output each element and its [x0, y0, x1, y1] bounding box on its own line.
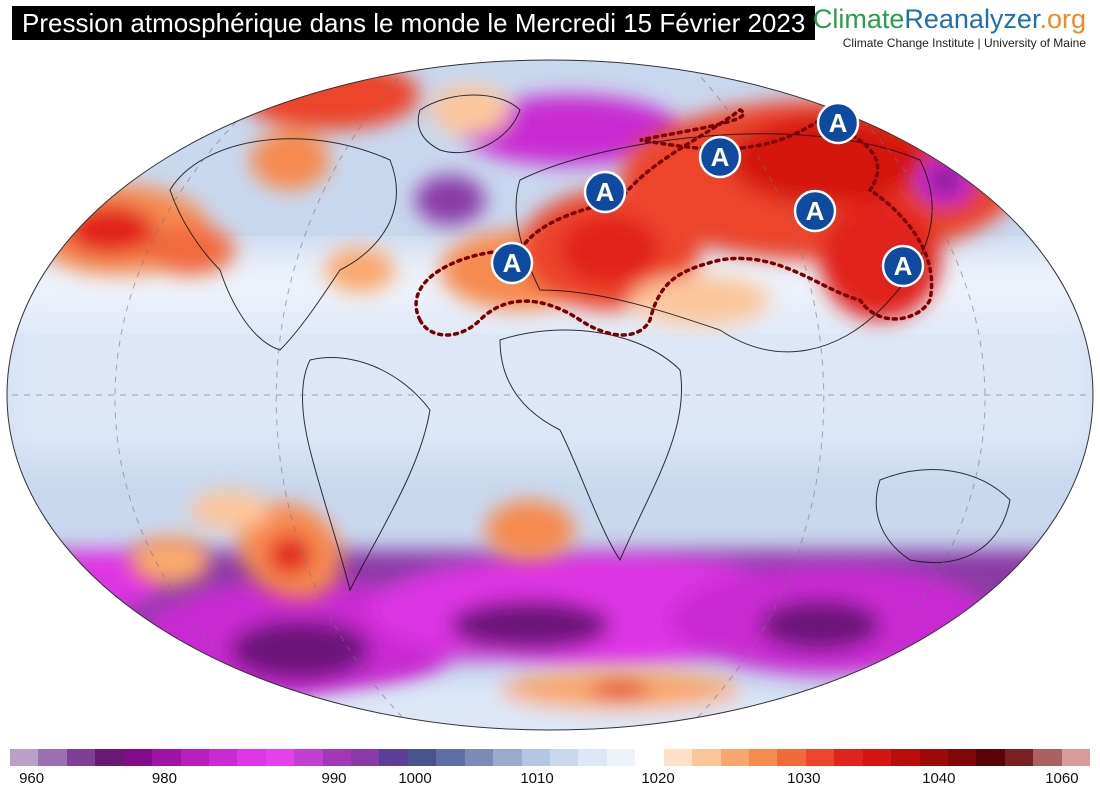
marker-label: A	[596, 177, 615, 207]
greenland-outline	[417, 94, 521, 154]
colorbar-cell	[834, 749, 863, 766]
colorbar-cell	[1004, 749, 1034, 766]
colorbar-cell	[493, 749, 522, 766]
southern-highs	[130, 490, 575, 599]
colorbar-cell	[663, 749, 693, 766]
world-pressure-map: A A A A A A	[6, 59, 1094, 731]
high-western-siberia-marker: A	[698, 135, 742, 179]
map-field	[7, 60, 1093, 730]
logo-wordmark: ClimateReanalyzer.org	[813, 4, 1086, 34]
colorbar-cell	[720, 749, 749, 766]
colorbar-cell	[208, 749, 238, 766]
colorbar-tick-label: 1000	[398, 770, 432, 787]
marker-circle	[698, 135, 742, 179]
climate-reanalyzer-logo[interactable]: ClimateReanalyzer.org Climate Change Ins…	[813, 4, 1086, 50]
colorbar-cell	[635, 749, 664, 766]
north-america-outline	[169, 138, 397, 351]
colorbar-tick-label: 960	[19, 770, 45, 787]
marker-circle	[793, 189, 837, 233]
colorbar-cell	[379, 749, 408, 766]
colorbar-cell	[805, 749, 835, 766]
colorbar-cell	[237, 749, 266, 766]
map-title: Pression atmosphérique dans le monde le …	[12, 6, 816, 40]
colorbar-cell	[947, 749, 977, 766]
pressure-colorbar	[10, 749, 1091, 766]
colorbar-cell	[180, 749, 209, 766]
marker-label: A	[503, 248, 522, 278]
continent-outlines	[169, 94, 1011, 592]
marker-circle	[583, 170, 627, 214]
colorbar-cell	[578, 749, 607, 766]
colorbar-tick-label: 990	[321, 770, 347, 787]
australia-outline	[875, 469, 1011, 563]
colorbar-cell	[862, 749, 892, 766]
colorbar-tick-label: 1020	[641, 770, 675, 787]
logo-word-reanalyzer: Reanalyzer	[904, 4, 1040, 34]
colorbar-cell	[464, 749, 494, 766]
marker-circle	[490, 241, 534, 285]
colorbar-cell	[777, 749, 806, 766]
logo-subtitle: Climate Change Institute | University of…	[842, 36, 1086, 50]
colorbar-cell	[550, 749, 579, 766]
marker-label: A	[806, 196, 825, 226]
colorbar-cell	[891, 749, 920, 766]
colorbar-cell	[95, 749, 124, 766]
high-iberia-atlantic-marker: A	[490, 241, 534, 285]
colorbar-cell	[1033, 749, 1062, 766]
logo-word-climate: Climate	[812, 4, 905, 34]
high-mongolia-marker: A	[793, 189, 837, 233]
high-central-europe-marker: A	[583, 170, 627, 214]
colorbar-cell	[436, 749, 465, 766]
marker-label: A	[711, 142, 730, 172]
colorbar-cell	[748, 749, 778, 766]
high-eastern-siberia-marker: A	[816, 101, 860, 145]
marker-label: A	[829, 108, 848, 138]
colorbar-tick-label: 980	[151, 770, 177, 787]
marker-circle	[881, 244, 925, 288]
colorbar-cell	[10, 749, 39, 766]
globe-border	[6, 59, 1094, 731]
logo-word-org: .org	[1039, 4, 1086, 34]
marker-circle	[816, 101, 860, 145]
colorbar-cell	[407, 749, 437, 766]
colorbar-cell	[976, 749, 1005, 766]
colorbar-cell	[38, 749, 67, 766]
colorbar-tick-label: 1040	[922, 770, 956, 787]
colorbar-cell	[322, 749, 352, 766]
africa-outline	[499, 329, 682, 562]
colorbar-tick-label: 1030	[787, 770, 821, 787]
colorbar-cell	[351, 749, 380, 766]
colorbar-tick-label: 1010	[520, 770, 554, 787]
eurasia-outline	[515, 133, 933, 353]
high-china-marker: A	[881, 244, 925, 288]
colorbar-cell	[123, 749, 153, 766]
south-america-outline	[302, 356, 431, 592]
colorbar-cell	[66, 749, 96, 766]
aleutian-low	[910, 150, 980, 210]
colorbar-cell	[919, 749, 948, 766]
high-pressure-markers: A A A A A A	[490, 101, 925, 288]
tropics-band	[7, 300, 1093, 460]
colorbar-cell	[294, 749, 323, 766]
colorbar-cell	[692, 749, 721, 766]
colorbar-cell	[1061, 749, 1091, 766]
colorbar-cell	[521, 749, 551, 766]
antarctica-field	[280, 670, 840, 730]
colorbar-ticks: 960 980 990 1000 1010 1020 1030 1040 1060	[10, 770, 1090, 790]
colorbar-tick-label: 1060	[1045, 770, 1079, 787]
colorbar-cell	[265, 749, 295, 766]
marker-label: A	[894, 251, 913, 281]
colorbar-cell	[606, 749, 636, 766]
meridian-line	[275, 60, 416, 730]
colorbar-cell	[152, 749, 181, 766]
